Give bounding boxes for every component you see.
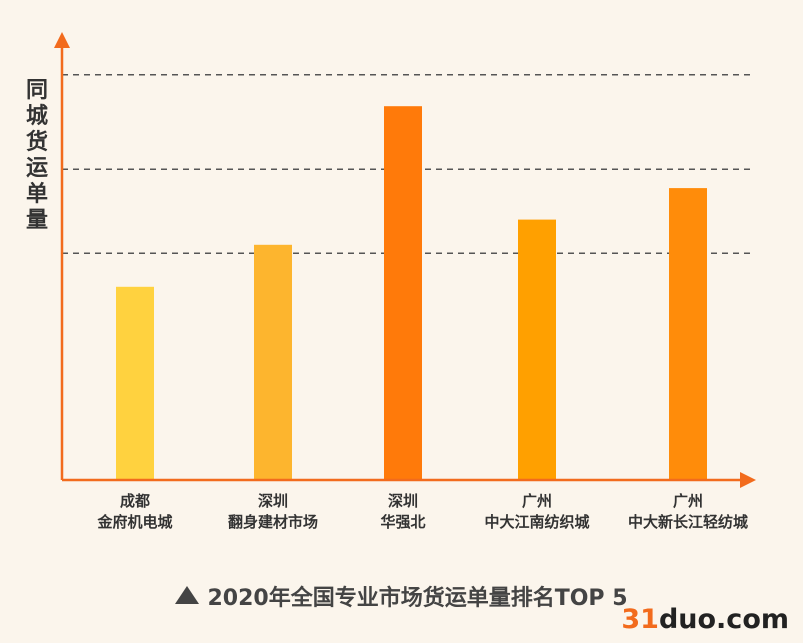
chart-caption: 2020年全国专业市场货运单量排名TOP 5 — [0, 580, 803, 612]
y-axis-arrow — [54, 32, 70, 48]
caption-text: 2020年全国专业市场货运单量排名TOP 5 — [207, 586, 628, 611]
x-tick-label-1: 深圳翻身建材市场 — [228, 492, 318, 531]
x-axis-arrow — [740, 472, 756, 488]
bar-4 — [669, 188, 707, 480]
watermark-number: 31 — [621, 604, 659, 635]
bar-1 — [254, 244, 292, 480]
watermark-domain: duo.com — [658, 604, 789, 635]
triangle-icon — [175, 586, 200, 604]
bar-0 — [116, 286, 154, 480]
y-axis-label: 同城货运单量 — [26, 78, 48, 233]
x-tick-label-3: 广州中大江南纺织城 — [484, 492, 589, 531]
bars — [116, 106, 707, 480]
x-tick-label-4: 广州中大新长江轻纺城 — [628, 492, 748, 531]
x-tick-label-2: 深圳华强北 — [380, 492, 425, 531]
x-tick-label-0: 成都金府机电城 — [96, 492, 172, 531]
axes — [54, 32, 756, 488]
bar-3 — [518, 219, 556, 480]
watermark: 31duo.com — [621, 604, 789, 635]
bar-2 — [384, 106, 422, 480]
